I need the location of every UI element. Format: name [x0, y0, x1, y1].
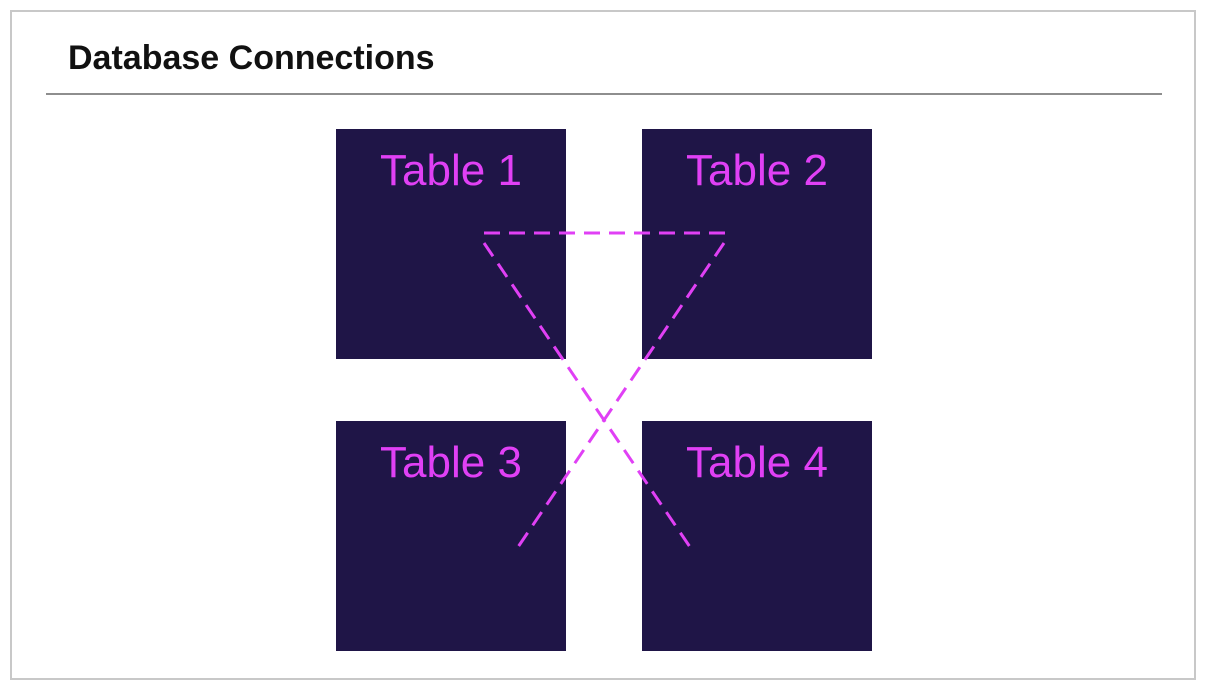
page-title: Database Connections [68, 39, 435, 77]
table-node-3: Table 3 [336, 421, 566, 651]
table-node-4: Table 4 [642, 421, 872, 651]
table-node-2: Table 2 [642, 129, 872, 359]
table-3-label: Table 3 [380, 438, 522, 487]
table-4-label: Table 4 [686, 438, 828, 487]
table-1-label: Table 1 [380, 146, 522, 195]
diagram-frame [10, 10, 1196, 680]
table-node-1: Table 1 [336, 129, 566, 359]
title-divider [46, 93, 1162, 95]
table-2-label: Table 2 [686, 146, 828, 195]
